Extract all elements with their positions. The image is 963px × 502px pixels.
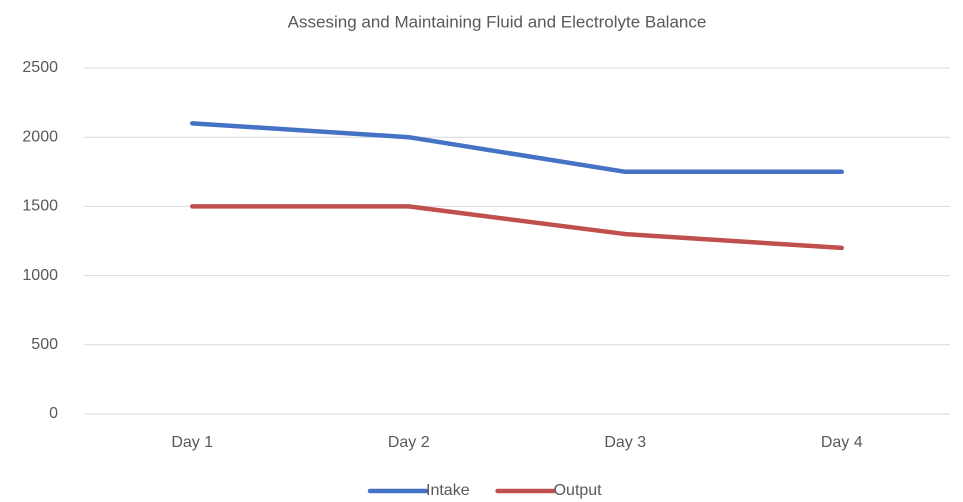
series-line: [190, 121, 844, 175]
y-tick-label: 2500: [22, 59, 58, 76]
x-tick-label: Day 1: [171, 434, 213, 451]
y-tick-label: 1500: [22, 198, 58, 215]
y-tick-label: 1000: [22, 267, 58, 284]
x-tick-label: Day 3: [604, 434, 646, 451]
y-tick-label: 500: [31, 336, 58, 353]
legend-label: Output: [554, 482, 603, 499]
x-tick-label: Day 2: [388, 434, 430, 451]
chart-title: Assesing and Maintaining Fluid and Elect…: [288, 12, 707, 31]
x-tick-label: Day 4: [821, 434, 863, 451]
y-tick-label: 0: [49, 405, 58, 422]
y-tick-label: 2000: [22, 128, 58, 145]
series-line: [190, 204, 844, 251]
legend-label: Intake: [426, 482, 470, 499]
